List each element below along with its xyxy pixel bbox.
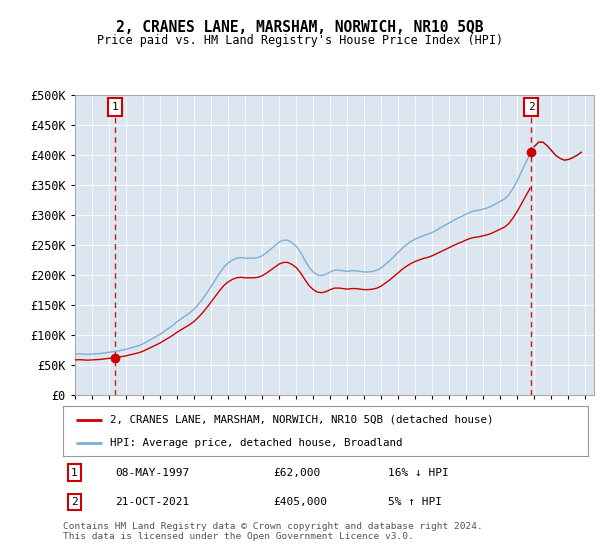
Text: HPI: Average price, detached house, Broadland: HPI: Average price, detached house, Broa… bbox=[110, 438, 403, 448]
Text: Price paid vs. HM Land Registry's House Price Index (HPI): Price paid vs. HM Land Registry's House … bbox=[97, 34, 503, 46]
Text: £62,000: £62,000 bbox=[273, 468, 320, 478]
Text: 2, CRANES LANE, MARSHAM, NORWICH, NR10 5QB: 2, CRANES LANE, MARSHAM, NORWICH, NR10 5… bbox=[116, 20, 484, 35]
Text: 2: 2 bbox=[527, 102, 535, 112]
Text: 21-OCT-2021: 21-OCT-2021 bbox=[115, 497, 190, 507]
Text: 08-MAY-1997: 08-MAY-1997 bbox=[115, 468, 190, 478]
Text: 2: 2 bbox=[71, 497, 78, 507]
Text: Contains HM Land Registry data © Crown copyright and database right 2024.
This d: Contains HM Land Registry data © Crown c… bbox=[63, 522, 483, 542]
Text: 5% ↑ HPI: 5% ↑ HPI bbox=[389, 497, 443, 507]
Text: 2, CRANES LANE, MARSHAM, NORWICH, NR10 5QB (detached house): 2, CRANES LANE, MARSHAM, NORWICH, NR10 5… bbox=[110, 414, 494, 424]
Text: 1: 1 bbox=[71, 468, 78, 478]
Text: 16% ↓ HPI: 16% ↓ HPI bbox=[389, 468, 449, 478]
Text: £405,000: £405,000 bbox=[273, 497, 327, 507]
Text: 1: 1 bbox=[112, 102, 118, 112]
